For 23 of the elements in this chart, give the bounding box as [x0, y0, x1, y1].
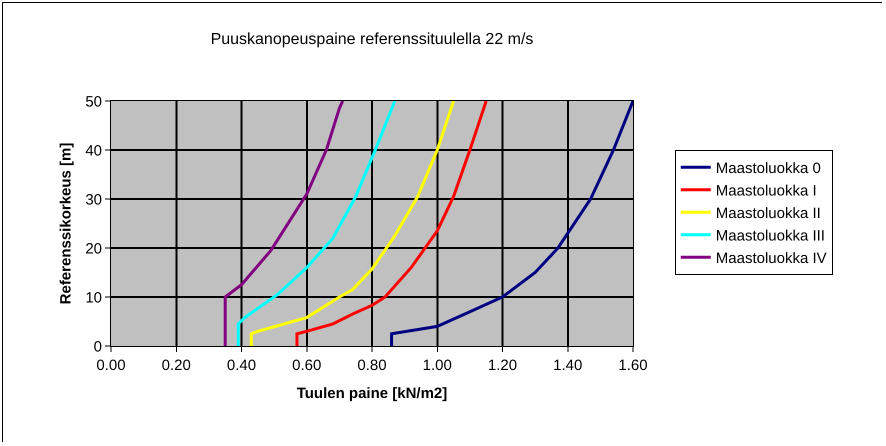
y-axis-title: Referenssikorkeus [m] — [58, 142, 75, 304]
x-axis-title: Tuulen paine [kN/m2] — [296, 385, 448, 402]
x-tick-label: 1.60 — [618, 357, 648, 374]
x-tick-label: 1.20 — [488, 357, 518, 374]
x-tick-label: 0.60 — [292, 357, 322, 374]
x-tick-label: 1.00 — [422, 357, 452, 374]
legend-label: Maastoluokka 0 — [716, 160, 821, 178]
y-tick-label: 0 — [94, 338, 102, 356]
y-tick-label: 30 — [85, 191, 102, 208]
x-tick-label: 0.00 — [96, 357, 126, 374]
y-tick-label: 40 — [85, 142, 102, 160]
y-tick-label: 20 — [85, 240, 102, 258]
chart-title: Puuskanopeuspaine referenssituulella 22 m/s — [210, 30, 534, 48]
legend-label: Maastoluokka IV — [716, 250, 827, 268]
y-tick-label: 10 — [85, 289, 102, 306]
legend-label: Maastoluokka III — [716, 228, 825, 245]
x-tick-label: 0.80 — [357, 357, 387, 374]
x-tick-label: 0.20 — [162, 357, 191, 374]
x-tick-label: 1.40 — [553, 357, 582, 374]
x-tick-label: 0.40 — [226, 357, 256, 374]
legend-label: Maastoluokka II — [716, 205, 821, 222]
legend-label: Maastoluokka I — [716, 182, 817, 200]
y-tick-label: 50 — [85, 93, 102, 110]
